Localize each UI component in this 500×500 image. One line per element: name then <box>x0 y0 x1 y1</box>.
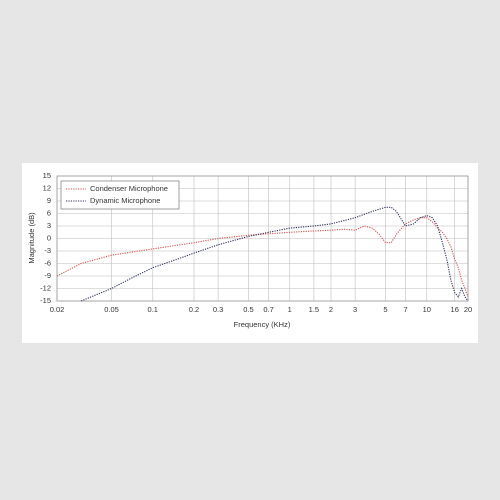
x-tick-label: 7 <box>403 305 407 314</box>
legend-label: Condenser Microphone <box>90 184 168 193</box>
y-tick-label: 12 <box>43 183 51 192</box>
x-tick-label: 1 <box>288 305 292 314</box>
y-tick-label: -9 <box>44 271 51 280</box>
x-tick-label: 0.5 <box>243 305 253 314</box>
y-tick-label: -12 <box>40 283 51 292</box>
x-tick-label: 1.5 <box>309 305 319 314</box>
x-tick-label: 0.2 <box>189 305 199 314</box>
x-tick-label: 0.05 <box>104 305 119 314</box>
legend-label: Dynamic Microphone <box>90 196 160 205</box>
x-tick-label: 0.1 <box>148 305 158 314</box>
x-tick-label: 5 <box>383 305 387 314</box>
y-tick-label: 6 <box>47 208 51 217</box>
y-tick-label: 3 <box>47 221 51 230</box>
x-tick-label: 20 <box>464 305 472 314</box>
x-tick-label: 0.7 <box>263 305 273 314</box>
y-tick-label: 15 <box>43 171 51 180</box>
y-tick-label: -3 <box>44 246 51 255</box>
y-tick-label: 9 <box>47 196 51 205</box>
x-tick-label: 10 <box>423 305 431 314</box>
x-tick-label: 3 <box>353 305 357 314</box>
x-axis-label: Frequency (KHz) <box>234 320 291 329</box>
legend-box <box>60 180 180 210</box>
y-tick-label: -6 <box>44 258 51 267</box>
x-tick-label: 16 <box>451 305 459 314</box>
plot-frame <box>56 175 469 302</box>
x-tick-label: 0.02 <box>50 305 65 314</box>
x-tick-label: 2 <box>329 305 333 314</box>
y-tick-label: 0 <box>47 233 51 242</box>
y-tick-label: -15 <box>40 296 51 305</box>
data-line <box>80 206 469 302</box>
x-tick-label: 0.3 <box>213 305 223 314</box>
y-axis-label: Magnitude (dB) <box>27 212 36 264</box>
